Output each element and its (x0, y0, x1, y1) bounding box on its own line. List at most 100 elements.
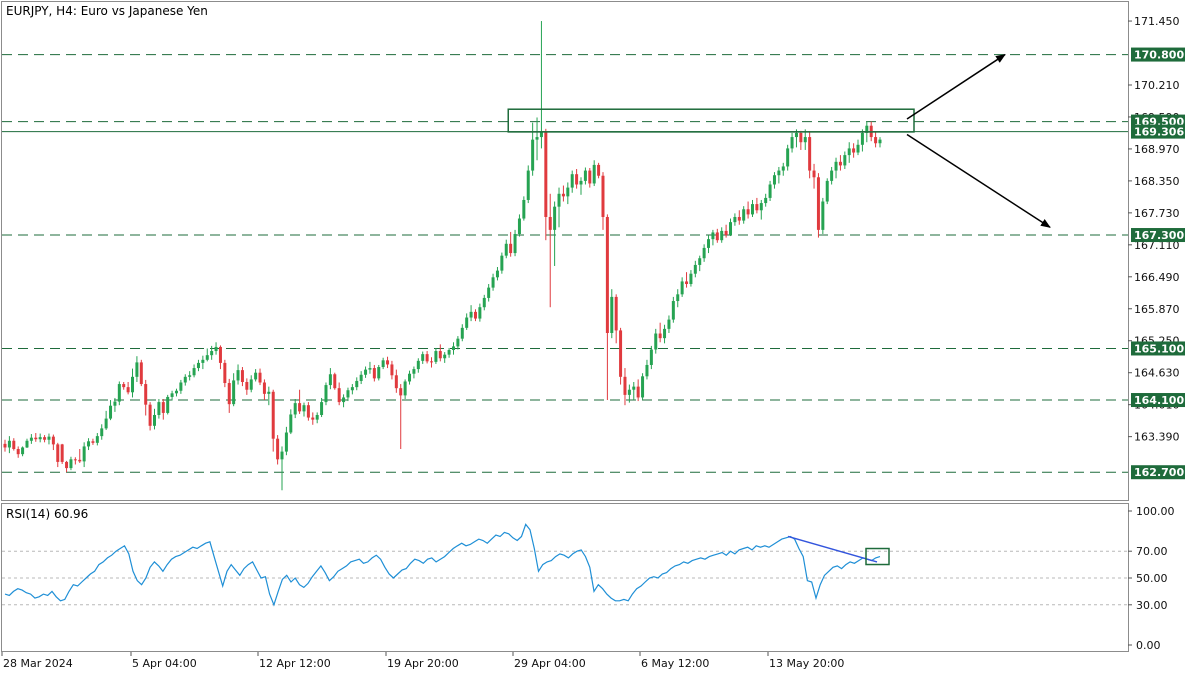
candle-body (777, 170, 781, 176)
level-tag: 167.300 (1131, 228, 1185, 243)
candle-body (223, 362, 227, 384)
price-tick-label: 166.490 (1134, 271, 1180, 284)
candle-body (786, 148, 790, 167)
candle-body (289, 414, 293, 433)
level-tag-label: 162.700 (1134, 466, 1184, 479)
candle-body (408, 373, 412, 382)
candle-body (34, 437, 38, 440)
candle-body (192, 368, 196, 376)
candle-body (663, 328, 667, 339)
candle-body (491, 277, 495, 288)
level-tag-bg (1131, 341, 1185, 356)
candle-body (711, 232, 715, 240)
candle-body (43, 437, 47, 440)
time-tick-label: 28 Mar 2024 (3, 657, 73, 670)
candle-body (236, 370, 240, 381)
candle-body (759, 203, 763, 211)
candle-body (513, 234, 517, 254)
candle-body (742, 209, 746, 221)
candle-body (372, 368, 376, 379)
candle-body (707, 239, 711, 248)
candle-body (399, 388, 403, 396)
candle-body (658, 333, 662, 339)
candle-body (667, 319, 671, 329)
candle-body (737, 216, 741, 221)
candle-body (517, 218, 521, 234)
candle-body (676, 294, 680, 302)
candle-body (597, 164, 601, 176)
price-tick-label: 163.390 (1134, 431, 1180, 444)
candle-body (87, 441, 91, 447)
rsi-title: RSI(14) 60.96 (6, 507, 88, 521)
candle-body (342, 397, 346, 403)
candle-body (522, 199, 526, 219)
candle-body (808, 137, 812, 171)
candle-body (790, 137, 794, 149)
candle-body (56, 444, 60, 462)
price-tick-label: 164.630 (1134, 367, 1180, 380)
bearish-arrow (906, 133, 1051, 228)
candle-body (539, 131, 543, 138)
candle-body (689, 273, 693, 285)
candle-body (526, 170, 530, 200)
level-tag: 164.100 (1131, 393, 1185, 408)
rsi-tick-label: 50.00 (1136, 572, 1168, 585)
candle-body (311, 417, 315, 420)
candle-body (588, 170, 592, 184)
candle-body (368, 368, 372, 370)
candle-body (390, 364, 394, 376)
candle-body (7, 440, 11, 448)
candle-body (324, 385, 328, 403)
level-tags: 170.800169.500169.306167.300165.100164.1… (1131, 47, 1185, 480)
candle-body (394, 375, 398, 389)
candle-body (843, 155, 847, 166)
candle-body (214, 346, 218, 352)
candle-body (148, 404, 152, 426)
price-tick-label: 165.870 (1134, 303, 1180, 316)
candle-body (267, 391, 271, 394)
candle-body (60, 444, 64, 462)
level-tag: 162.700 (1131, 465, 1185, 480)
candle-body (69, 459, 73, 469)
candle-body (240, 370, 244, 382)
candle-body (139, 362, 143, 385)
candle-body (750, 204, 754, 215)
level-tag-bg (1131, 228, 1185, 243)
candle-body (201, 359, 205, 363)
candle-body (232, 380, 236, 405)
candle-body (78, 459, 82, 462)
level-tag-label: 170.800 (1134, 49, 1184, 62)
level-tag-label: 165.100 (1134, 342, 1184, 355)
rsi-divergence-line (787, 535, 878, 563)
rsi-tick-label: 0.00 (1136, 639, 1161, 652)
candle-body (825, 180, 829, 202)
candle-body (320, 402, 324, 415)
candle-body (425, 354, 429, 362)
candle-body (381, 360, 385, 368)
candle-body (557, 193, 561, 207)
candle-body (293, 403, 297, 415)
candle-body (645, 364, 649, 377)
rsi-line (4, 523, 881, 607)
candle-body (592, 164, 596, 184)
candle-body (812, 170, 816, 178)
candle-body (847, 148, 851, 156)
candle-body (328, 374, 332, 386)
price-tick-label: 170.210 (1134, 79, 1180, 92)
price-tick-label: 171.450 (1134, 15, 1180, 28)
candle-body (438, 351, 442, 359)
candle-body (649, 349, 653, 365)
candle-body (852, 148, 856, 153)
price-tick-label: 167.110 (1134, 239, 1180, 252)
candle-body (82, 446, 86, 462)
candlesticks (3, 21, 882, 491)
chart-title: EURJPY, H4: Euro vs Japanese Yen (6, 4, 208, 18)
price-tick-label: 168.350 (1134, 175, 1180, 188)
candle-body (350, 387, 354, 391)
candle-body (73, 459, 77, 461)
candle-body (495, 270, 499, 278)
candle-body (702, 247, 706, 259)
candle-body (614, 296, 618, 331)
time-tick-label: 13 May 20:00 (769, 657, 844, 670)
